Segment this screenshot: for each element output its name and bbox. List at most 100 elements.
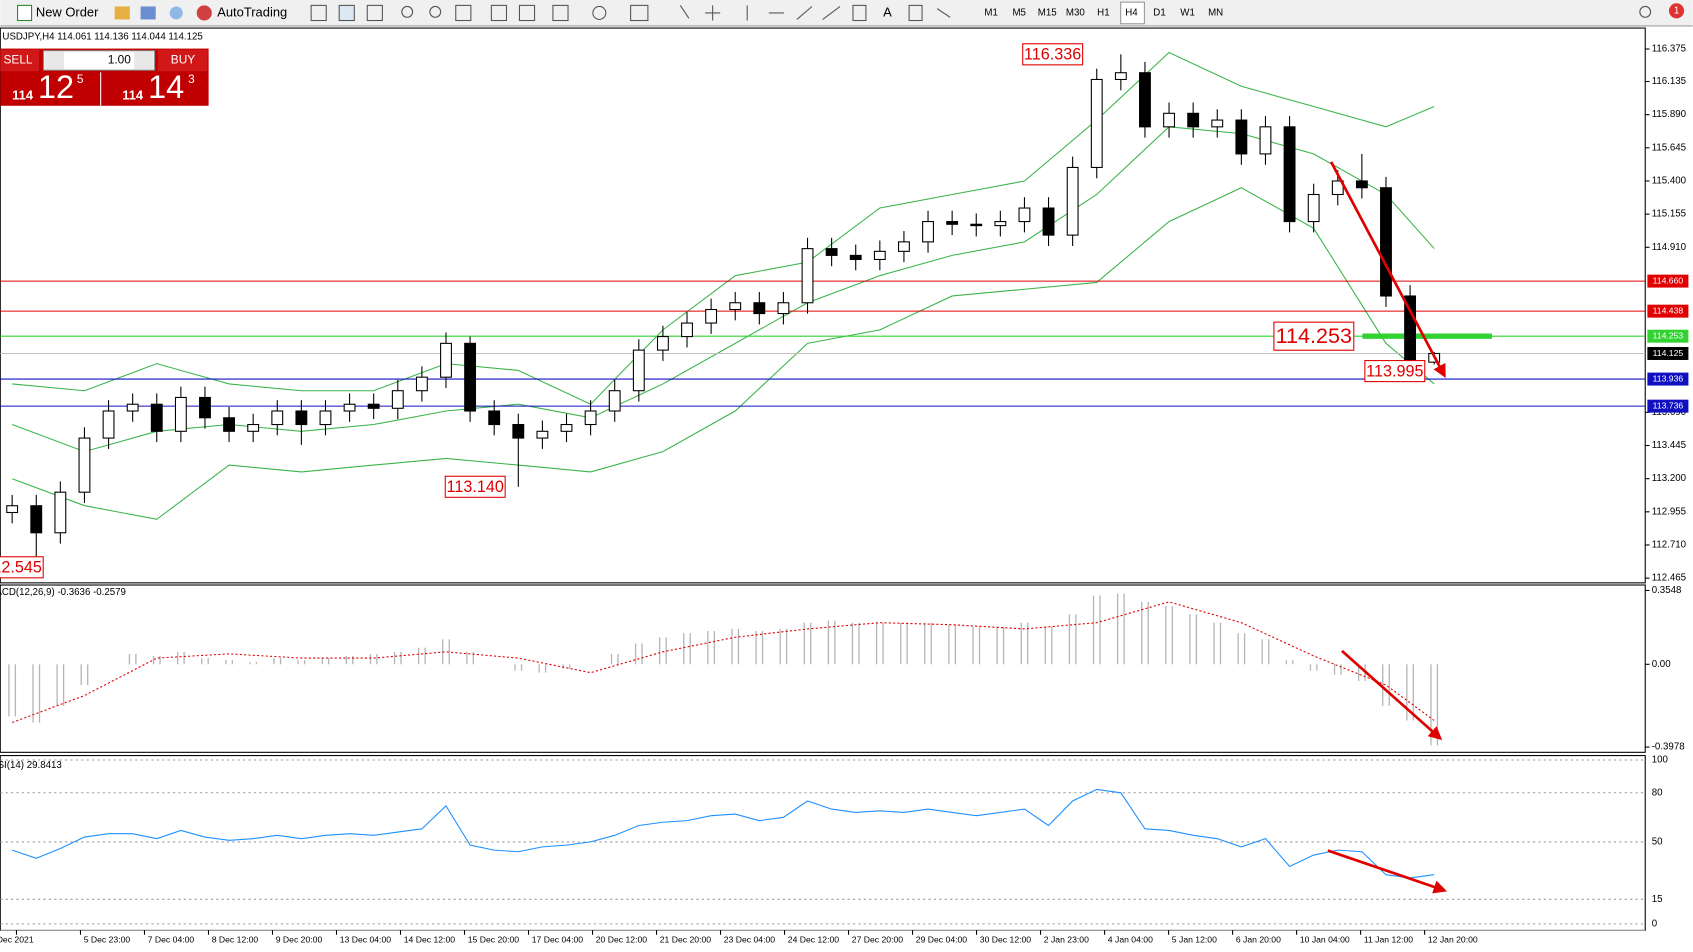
level-label: 114.660: [1653, 275, 1684, 285]
y-tick-label: 115.155: [1652, 209, 1686, 220]
timeframe-button[interactable]: MN: [1208, 8, 1223, 19]
timeframe-button[interactable]: M30: [1066, 8, 1085, 19]
buy-label[interactable]: BUY: [171, 53, 195, 67]
price-annotation: 113.995: [1366, 362, 1423, 380]
new-order-label[interactable]: New Order: [36, 4, 99, 19]
candle-body: [608, 390, 621, 412]
price-annotation: 114.253: [1276, 323, 1352, 348]
candle-body: [994, 221, 1007, 227]
level-label: 114.438: [1653, 305, 1684, 315]
timeframe-button[interactable]: H4: [1125, 8, 1138, 19]
volume-input[interactable]: [42, 50, 156, 71]
candle-body: [295, 410, 308, 426]
ask-big[interactable]: 114: [122, 87, 144, 102]
candle-body: [30, 505, 43, 534]
alert-badge[interactable]: [1668, 3, 1685, 19]
candle-body: [440, 342, 452, 378]
candle-body: [801, 248, 814, 304]
tool-icons[interactable]: [310, 4, 1652, 22]
candle-body: [319, 410, 332, 426]
timeframe-button[interactable]: W1: [1180, 8, 1195, 19]
x-tick-label: 5 Dec 23:00: [84, 934, 131, 944]
candle-body: [464, 342, 477, 412]
y-tick-label: 116.135: [1652, 76, 1686, 87]
y-tick-label: 112.710: [1652, 540, 1687, 551]
price-annotation: 116.336: [1024, 46, 1081, 64]
alert-count[interactable]: 1: [1674, 5, 1679, 16]
x-tick-label: 12 Jan 20:00: [1428, 934, 1478, 944]
toolbar: [0, 0, 1693, 26]
y-tick-label: 115.890: [1652, 109, 1687, 120]
candle-body: [729, 302, 742, 311]
level-tag: [1647, 399, 1689, 413]
candle-body: [560, 423, 573, 432]
y-tick-label: 0: [1652, 918, 1658, 929]
candle-body: [753, 302, 766, 315]
candle-body: [247, 423, 260, 432]
candle-body: [970, 223, 983, 227]
candle-body: [343, 403, 356, 412]
x-tick-label: 29 Dec 04:00: [916, 934, 968, 944]
buy-button[interactable]: [157, 49, 208, 72]
sell-label[interactable]: SELL: [4, 53, 33, 67]
candle-body: [1018, 207, 1031, 223]
bid-small[interactable]: 5: [77, 72, 84, 86]
text-tool[interactable]: A: [883, 4, 892, 19]
x-tick-label: 21 Dec 20:00: [660, 934, 712, 944]
autotrading-button[interactable]: AutoTrading: [196, 4, 288, 21]
symbol-header: USDJPY,H4 114.061 114.136 114.044 114.12…: [2, 31, 202, 42]
x-tick-label: 15 Dec 20:00: [468, 934, 520, 944]
icon[interactable]: [114, 6, 130, 20]
current-price-label: 114.125: [1653, 348, 1684, 358]
timeframe-button[interactable]: M1: [984, 8, 997, 19]
active-timeframe: [1120, 1, 1145, 25]
icon[interactable]: [169, 6, 183, 20]
x-tick-label: 13 Dec 04:00: [340, 934, 392, 944]
bid-big[interactable]: 114: [12, 87, 34, 102]
ask-mid[interactable]: 14: [148, 69, 184, 105]
icon[interactable]: [140, 6, 156, 20]
autotrading-label[interactable]: AutoTrading: [217, 4, 287, 19]
rsi-panel: [0, 755, 1646, 931]
candle-body: [536, 430, 549, 439]
candle-body: [656, 336, 669, 351]
y-tick-label: 80: [1652, 787, 1663, 798]
timeframe-button[interactable]: M5: [1012, 8, 1025, 19]
candle-body: [922, 221, 934, 243]
main-panel: [0, 27, 1646, 584]
price-annotation-box: [1364, 360, 1426, 383]
candle-body: [946, 221, 959, 225]
candle-body: [584, 410, 597, 426]
candle-body: [223, 417, 236, 432]
candle-body: [632, 349, 645, 392]
level-tag: [1647, 304, 1689, 318]
candle-body: [1139, 72, 1151, 128]
candle-body: [1283, 126, 1296, 223]
rsi-header: RSI(14) 29.8413: [0, 760, 62, 771]
price-annotation-box: [1022, 43, 1084, 66]
sell-button[interactable]: [0, 49, 40, 72]
candle-body: [777, 302, 790, 315]
y-tick-label: 113.445: [1652, 440, 1686, 451]
candle-body: [1042, 207, 1055, 236]
y-tick-label: 113.200: [1652, 473, 1687, 484]
candle-body: [150, 403, 163, 432]
x-tick-label: 8 Dec 12:00: [212, 934, 259, 944]
candle-body: [415, 376, 428, 392]
candle-body: [1259, 126, 1272, 155]
candle-body: [681, 322, 693, 338]
level-label: 114.253: [1653, 330, 1684, 340]
timeframe-button[interactable]: D1: [1153, 8, 1165, 19]
candle-body: [391, 390, 404, 409]
bid-mid[interactable]: 12: [38, 69, 74, 105]
x-tick-label: 2 Jan 23:00: [1044, 934, 1089, 944]
y-tick-label: 50: [1652, 836, 1663, 847]
ask-small[interactable]: 3: [188, 72, 195, 86]
timeframe-button[interactable]: H1: [1097, 8, 1109, 19]
timeframe-button[interactable]: M15: [1038, 8, 1057, 19]
x-tick-label: 5 Jan 12:00: [1172, 934, 1217, 944]
volume-value[interactable]: 1.00: [108, 53, 131, 67]
new-order-button[interactable]: New Order: [17, 4, 100, 22]
y-tick-label: 100: [1652, 755, 1669, 766]
